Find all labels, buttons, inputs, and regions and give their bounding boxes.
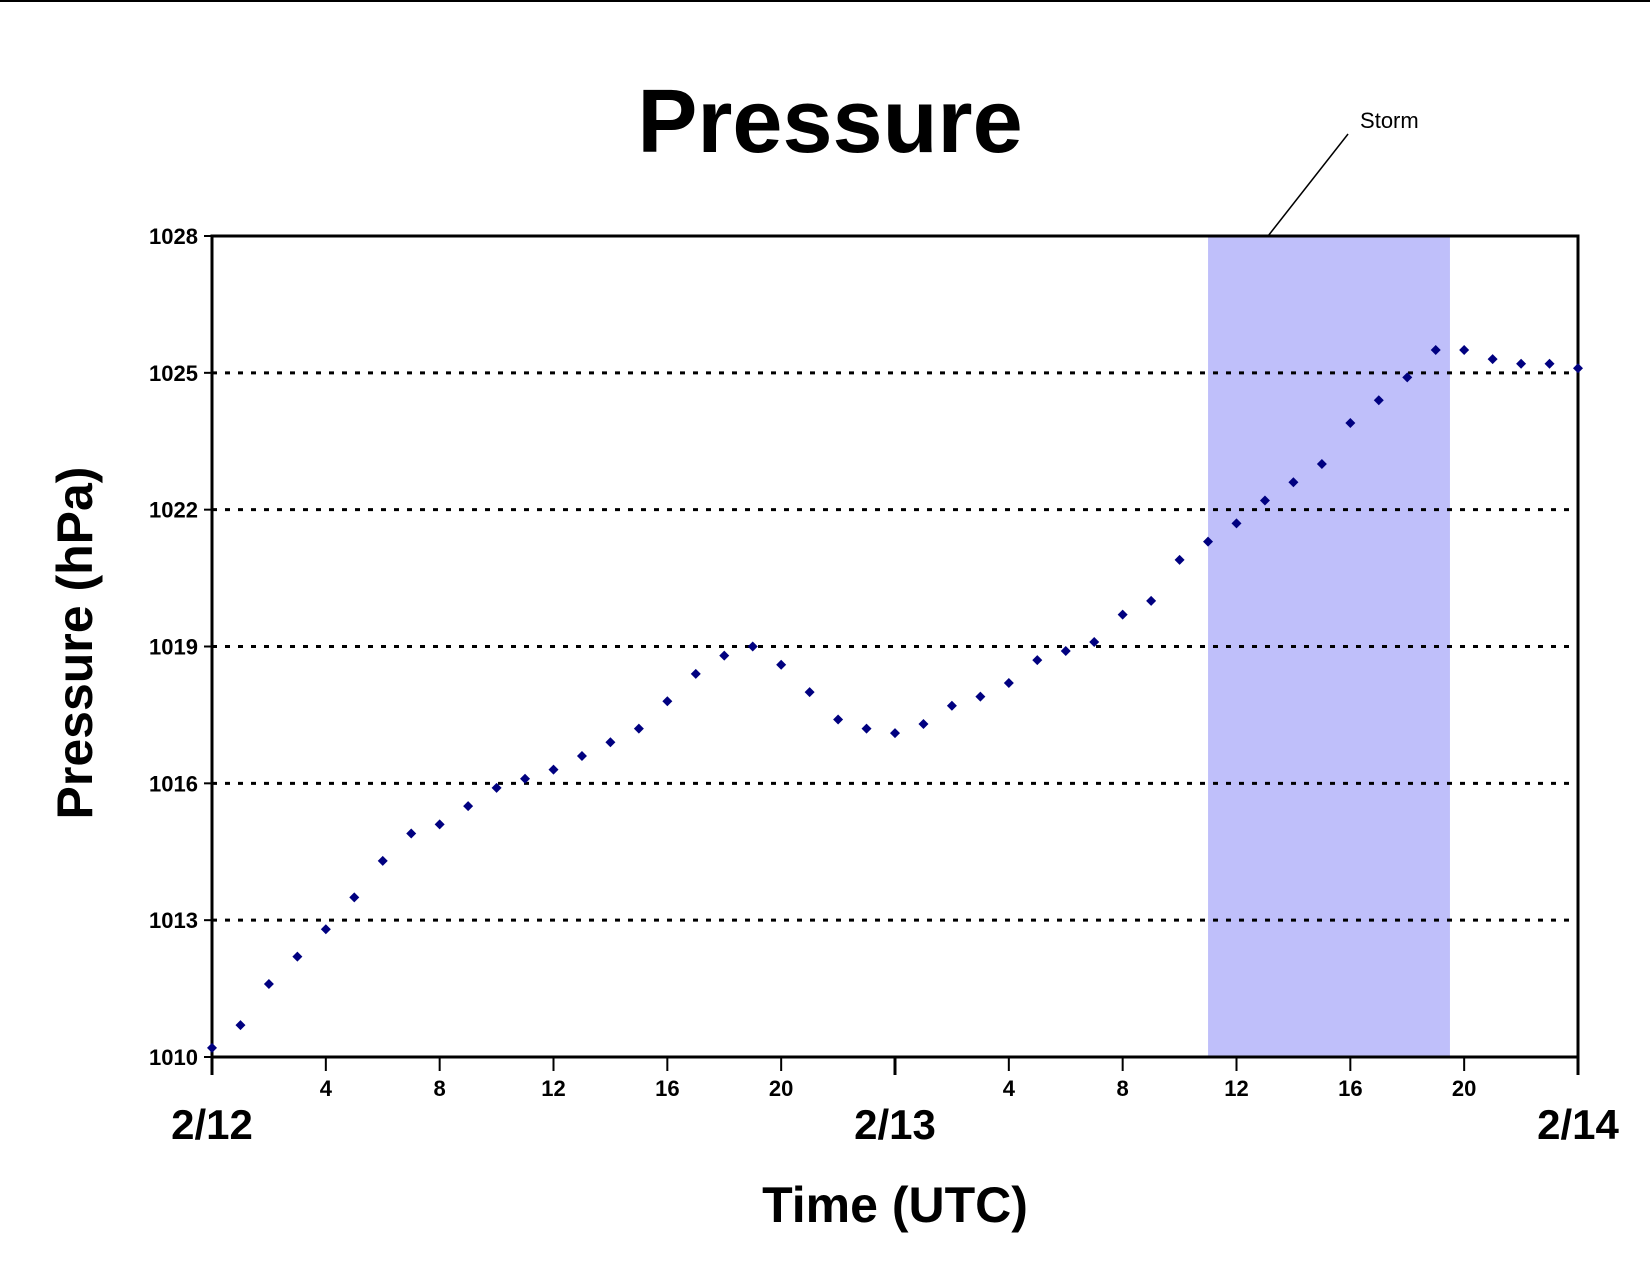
data-point bbox=[434, 819, 445, 830]
x-tick-label: 12 bbox=[541, 1076, 565, 1101]
data-point bbox=[633, 723, 644, 734]
storm-annotation-leader-line bbox=[1267, 133, 1349, 237]
data-point bbox=[235, 1020, 246, 1031]
x-date-label: 2/12 bbox=[171, 1101, 253, 1148]
data-point bbox=[1231, 518, 1242, 529]
data-point bbox=[263, 979, 274, 990]
x-tick-label: 16 bbox=[655, 1076, 679, 1101]
data-point bbox=[1117, 609, 1128, 620]
data-point bbox=[1089, 636, 1100, 647]
data-point bbox=[719, 650, 730, 661]
y-axis-title: Pressure (hPa) bbox=[47, 467, 103, 820]
x-tick-label: 20 bbox=[1452, 1076, 1476, 1101]
x-axis-ticks: 4 8 12 16 20 4 8 12 16 20 2/12 2/13 2/14 bbox=[171, 1057, 1620, 1148]
data-point bbox=[1316, 459, 1327, 470]
x-tick-label: 4 bbox=[320, 1076, 333, 1101]
data-point bbox=[1259, 495, 1270, 506]
data-point bbox=[605, 737, 616, 748]
data-point bbox=[1487, 354, 1498, 365]
storm-shaded-region bbox=[1208, 236, 1450, 1057]
x-axis-title: Time (UTC) bbox=[762, 1177, 1028, 1233]
data-point bbox=[1345, 418, 1356, 429]
data-point bbox=[576, 750, 587, 761]
data-point bbox=[890, 728, 900, 739]
y-tick-label: 1028 bbox=[149, 224, 198, 249]
y-tick-label: 1016 bbox=[149, 771, 198, 796]
data-point bbox=[1032, 655, 1043, 666]
data-point bbox=[1003, 677, 1014, 688]
x-tick-label: 4 bbox=[1003, 1076, 1016, 1101]
data-point bbox=[1430, 345, 1441, 356]
y-tick-label: 1022 bbox=[149, 498, 198, 523]
data-point bbox=[406, 828, 417, 839]
x-tick-label: 8 bbox=[434, 1076, 446, 1101]
data-point bbox=[833, 714, 844, 725]
y-axis-ticks: 1010 1013 1016 1019 1022 1025 1028 bbox=[149, 224, 212, 1070]
storm-annotation-label: Storm bbox=[1360, 108, 1419, 133]
data-point bbox=[861, 723, 872, 734]
data-point bbox=[776, 659, 787, 670]
y-tick-label: 1010 bbox=[149, 1045, 198, 1070]
data-point bbox=[463, 801, 474, 812]
chart-title: Pressure bbox=[637, 72, 1022, 172]
x-tick-label: 12 bbox=[1224, 1076, 1248, 1101]
data-point bbox=[349, 892, 360, 903]
data-point bbox=[1459, 345, 1470, 356]
data-point bbox=[207, 1042, 217, 1053]
data-point bbox=[1573, 363, 1583, 374]
data-point bbox=[690, 668, 701, 679]
data-point bbox=[747, 641, 758, 652]
data-point bbox=[292, 951, 303, 962]
data-point bbox=[946, 700, 957, 711]
y-tick-label: 1013 bbox=[149, 908, 198, 933]
data-point bbox=[918, 719, 929, 730]
x-tick-label: 20 bbox=[769, 1076, 793, 1101]
data-point bbox=[975, 691, 986, 702]
data-point bbox=[804, 687, 815, 698]
data-point bbox=[1544, 358, 1555, 369]
data-point bbox=[1174, 554, 1185, 565]
data-point bbox=[520, 773, 531, 784]
data-point bbox=[1203, 536, 1214, 547]
y-tick-label: 1019 bbox=[149, 635, 198, 660]
data-point bbox=[1516, 358, 1527, 369]
data-point bbox=[548, 764, 559, 775]
x-date-label: 2/13 bbox=[854, 1101, 936, 1148]
x-tick-label: 8 bbox=[1117, 1076, 1129, 1101]
y-tick-label: 1025 bbox=[149, 361, 198, 386]
data-point bbox=[1373, 395, 1384, 406]
data-point bbox=[320, 924, 331, 935]
data-point bbox=[491, 782, 502, 793]
data-point bbox=[1402, 372, 1413, 383]
data-point bbox=[377, 855, 388, 866]
x-tick-label: 16 bbox=[1338, 1076, 1362, 1101]
data-points bbox=[207, 345, 1583, 1053]
data-point bbox=[662, 696, 673, 707]
x-date-label: 2/14 bbox=[1537, 1101, 1619, 1148]
data-point bbox=[1060, 646, 1071, 657]
data-point bbox=[1288, 477, 1299, 488]
data-point bbox=[1146, 595, 1157, 606]
